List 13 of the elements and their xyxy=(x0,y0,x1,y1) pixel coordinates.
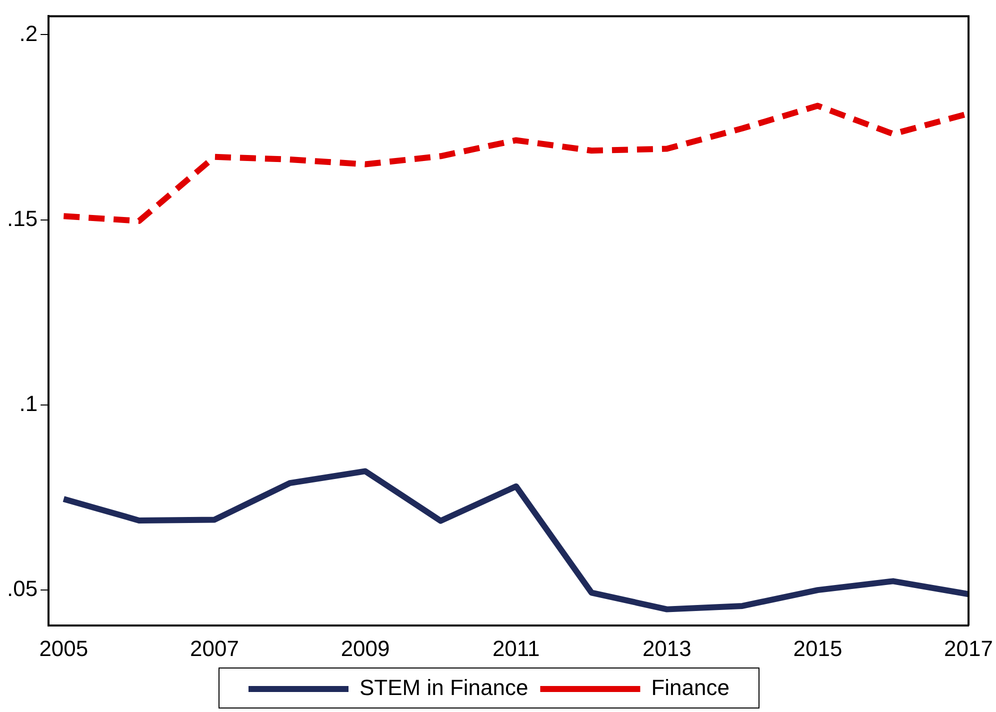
legend-label: STEM in Finance xyxy=(360,675,528,700)
y-tick-label: .15 xyxy=(6,206,38,231)
x-tick-label: 2007 xyxy=(190,636,239,661)
x-tick-label: 2017 xyxy=(944,636,994,661)
y-tick-label: .1 xyxy=(19,391,38,416)
x-tick-label: 2005 xyxy=(39,636,88,661)
x-tick-label: 2011 xyxy=(492,636,540,661)
x-tick-label: 2015 xyxy=(793,636,842,661)
x-tick-label: 2013 xyxy=(642,636,692,661)
y-tick-label: .05 xyxy=(6,576,38,602)
x-tick-label: 2009 xyxy=(340,636,390,661)
legend-label: Finance xyxy=(651,675,730,700)
y-tick-label: .2 xyxy=(19,20,38,46)
